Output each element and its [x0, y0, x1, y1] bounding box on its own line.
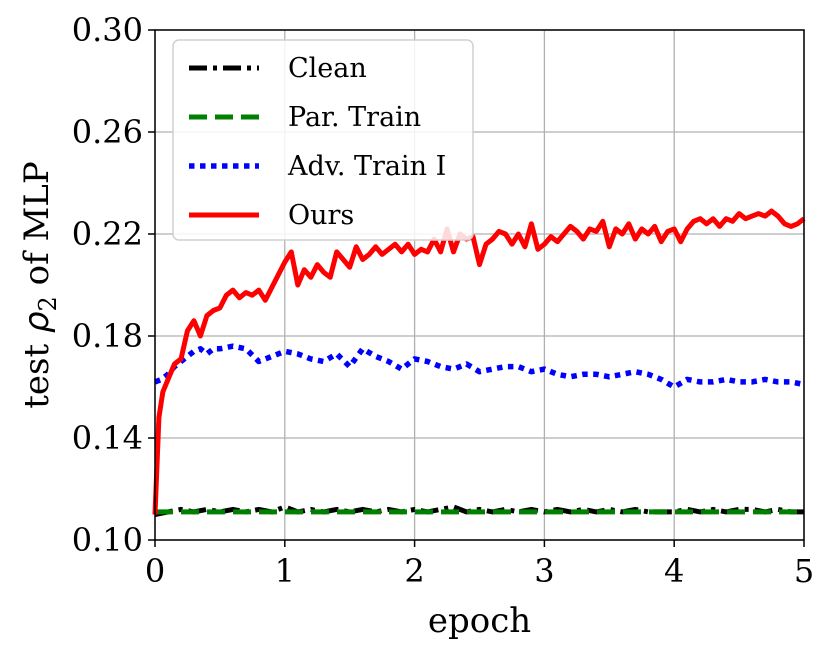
legend: Clean Par. Train Adv. Train I Ours — [172, 39, 474, 241]
axis-ticks: 0 1 2 3 4 5 0.10 0.14 0.18 0.22 0.26 0.30 — [72, 11, 814, 590]
y-tick-label: 0.30 — [72, 11, 143, 49]
x-tick-label: 4 — [664, 552, 684, 590]
legend-label: Clean — [288, 53, 367, 84]
legend-box — [172, 39, 474, 241]
plot-frame — [154, 29, 805, 541]
x-tick-label: 5 — [794, 552, 814, 590]
y-axis-label-subscript: 2 — [34, 296, 62, 311]
y-tick-label: 0.14 — [72, 419, 143, 457]
legend-label: Par. Train — [288, 102, 421, 133]
y-tick-label: 0.18 — [72, 317, 143, 355]
x-tick-label: 1 — [275, 552, 295, 590]
y-tick-label: 0.10 — [72, 521, 143, 559]
y-axis-label-suffix: of MLP — [17, 161, 57, 296]
y-tick-label: 0.26 — [72, 113, 143, 151]
x-tick-label: 3 — [534, 552, 554, 590]
series-line-ours — [152, 208, 806, 515]
series-line-adv-train-i — [154, 343, 805, 390]
y-tick-label: 0.22 — [72, 215, 143, 253]
legend-label: Ours — [288, 200, 354, 231]
series-layer — [152, 208, 806, 517]
x-tick-label: 0 — [145, 552, 165, 590]
legend-label: Adv. Train I — [287, 151, 446, 182]
x-axis-label: epoch — [428, 601, 531, 641]
y-axis-label-prefix: test — [17, 333, 57, 409]
y-axis-label: test ρ2 of MLP — [17, 161, 62, 409]
x-tick-label: 2 — [404, 552, 424, 590]
y-axis-label-symbol: ρ — [17, 311, 57, 333]
